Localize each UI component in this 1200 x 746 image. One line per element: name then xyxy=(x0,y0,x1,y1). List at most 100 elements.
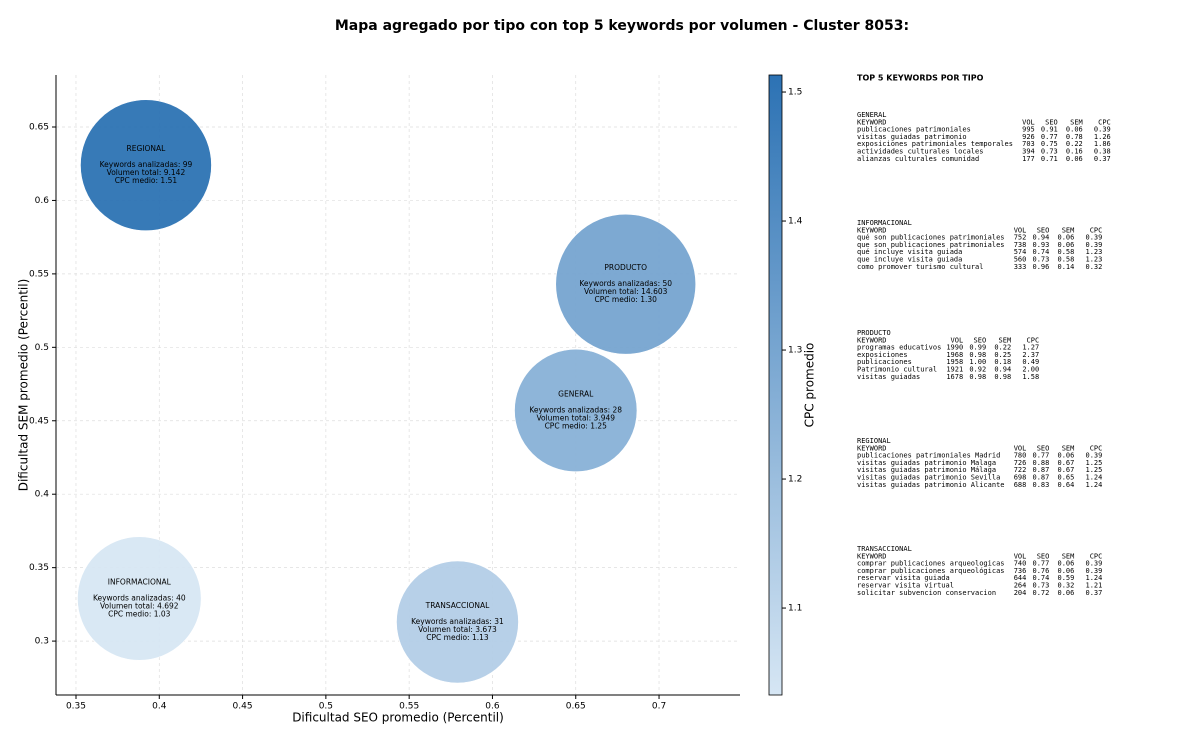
table-cell: 0.39 xyxy=(1085,241,1102,249)
chart-title: Mapa agregado por tipo con top 5 keyword… xyxy=(335,18,909,34)
table-header: CPC xyxy=(1098,118,1111,126)
colorbar-tick-label: 1.4 xyxy=(788,217,803,227)
colorbar-tick-label: 1.1 xyxy=(788,604,802,614)
y-tick-label: 0.6 xyxy=(35,196,50,206)
table-cell: 740 xyxy=(1014,560,1027,568)
table-cell: qué son publicaciones patrimoniales xyxy=(857,234,1005,242)
table-cell: 995 xyxy=(1022,126,1035,134)
panel-title: TOP 5 KEYWORDS POR TIPO xyxy=(857,74,984,83)
table-cell: 0.25 xyxy=(994,351,1011,359)
table-cell: 0.06 xyxy=(1057,234,1074,242)
table-cell: 1.58 xyxy=(1022,373,1039,381)
table-cell: 0.67 xyxy=(1057,466,1074,474)
table-cell: 736 xyxy=(1014,567,1027,575)
bubble-label: Keywords analizadas: 99 xyxy=(100,160,193,169)
table-cell: 0.99 xyxy=(969,344,986,352)
table-cell: 0.83 xyxy=(1032,481,1049,489)
table-header: SEO xyxy=(1037,444,1050,452)
colorbar-tick-label: 1.2 xyxy=(788,475,802,485)
table-cell: reservar visita guiada xyxy=(857,574,950,582)
table-cell: visitas guiadas patrimonio Malaga xyxy=(857,459,996,467)
table-cell: 0.06 xyxy=(1066,126,1083,134)
bubble-label: CPC medio: 1.13 xyxy=(426,633,489,642)
section-name: PRODUCTO xyxy=(857,329,891,337)
table-cell: 780 xyxy=(1014,452,1027,460)
table-cell: 1968 xyxy=(946,351,963,359)
table-header: CPC xyxy=(1090,444,1103,452)
table-cell: 2.00 xyxy=(1022,366,1039,374)
bubble-name: INFORMACIONAL xyxy=(108,577,172,586)
bubble-label: Keywords analizadas: 31 xyxy=(411,617,504,626)
table-cell: 0.58 xyxy=(1057,256,1074,264)
table-cell: 0.73 xyxy=(1032,582,1049,590)
table-cell: 1.00 xyxy=(969,358,986,366)
x-tick-label: 0.7 xyxy=(652,702,666,712)
table-cell: 0.98 xyxy=(969,373,986,381)
bubble-label: Volumen total: 9.142 xyxy=(107,168,186,177)
table-header: KEYWORD xyxy=(857,336,887,344)
table-cell: visitas guiadas patrimonio Sevilla xyxy=(857,474,1000,482)
table-cell: 0.74 xyxy=(1032,574,1049,582)
table-cell: 0.98 xyxy=(969,351,986,359)
table-header: VOL xyxy=(1014,226,1027,234)
table-cell: como promover turismo cultural xyxy=(857,263,983,271)
table-cell: exposiciones patrimoniales temporales xyxy=(857,140,1013,148)
table-cell: qué incluye visita guiada xyxy=(857,248,962,256)
table-cell: 574 xyxy=(1014,248,1027,256)
table-cell: 738 xyxy=(1014,241,1027,249)
bubble xyxy=(77,536,202,661)
table-cell: 0.22 xyxy=(1066,140,1083,148)
table-header: SEO xyxy=(974,336,987,344)
x-tick-label: 0.55 xyxy=(399,702,419,712)
table-cell: 644 xyxy=(1014,574,1027,582)
table-cell: 0.92 xyxy=(969,366,986,374)
table-cell: 698 xyxy=(1014,474,1027,482)
x-tick-label: 0.45 xyxy=(233,702,253,712)
table-cell: 0.96 xyxy=(1032,263,1049,271)
table-cell: 2.37 xyxy=(1022,351,1039,359)
table-cell: visitas guiadas xyxy=(857,373,920,381)
y-tick-label: 0.55 xyxy=(29,269,49,279)
table-cell: publicaciones patrimoniales xyxy=(857,126,971,134)
bubble xyxy=(514,348,638,473)
bubble-label: Keywords analizadas: 28 xyxy=(529,405,622,414)
table-header: VOL xyxy=(1022,118,1035,126)
table-cell: 0.87 xyxy=(1032,466,1049,474)
table-cell: 688 xyxy=(1014,481,1027,489)
table-cell: 1.86 xyxy=(1094,140,1111,148)
x-tick-label: 0.4 xyxy=(152,702,167,712)
bubble-label: Volumen total: 4.692 xyxy=(100,601,179,610)
table-header: VOL xyxy=(951,336,964,344)
table-cell: actividades culturales locales xyxy=(857,148,983,156)
table-cell: 0.06 xyxy=(1057,567,1074,575)
bubble xyxy=(396,560,519,684)
y-tick-label: 0.4 xyxy=(35,490,50,500)
x-tick-label: 0.5 xyxy=(319,702,333,712)
table-cell: 0.06 xyxy=(1057,241,1074,249)
table-header: SEM xyxy=(999,336,1012,344)
bubble-label: Volumen total: 3.673 xyxy=(418,625,497,634)
table-cell: 0.22 xyxy=(994,344,1011,352)
table-cell: 0.32 xyxy=(1057,582,1074,590)
bubble-name: GENERAL xyxy=(558,389,594,398)
x-axis-label: Dificultad SEO promedio (Percentil) xyxy=(292,711,504,725)
table-cell: 0.67 xyxy=(1057,459,1074,467)
bubble-label: CPC medio: 1.03 xyxy=(108,609,171,618)
table-cell: 0.39 xyxy=(1085,560,1102,568)
table-cell: 0.98 xyxy=(994,373,1011,381)
bubble-label: CPC medio: 1.30 xyxy=(595,295,658,304)
table-cell: comprar publicaciones arqueológicas xyxy=(857,567,1005,575)
table-cell: 1678 xyxy=(946,373,963,381)
table-header: CPC xyxy=(1090,226,1103,234)
table-cell: que incluye visita guiada xyxy=(857,256,962,264)
table-cell: 0.94 xyxy=(1032,234,1049,242)
table-cell: 1.25 xyxy=(1085,459,1102,467)
table-cell: 0.06 xyxy=(1066,155,1083,163)
table-cell: 0.93 xyxy=(1032,241,1049,249)
x-tick-label: 0.35 xyxy=(66,702,86,712)
section-name: REGIONAL xyxy=(857,437,891,445)
table-cell: 1.25 xyxy=(1085,466,1102,474)
table-cell: 0.38 xyxy=(1094,148,1111,156)
table-cell: 0.39 xyxy=(1085,452,1102,460)
table-cell: 394 xyxy=(1022,148,1035,156)
